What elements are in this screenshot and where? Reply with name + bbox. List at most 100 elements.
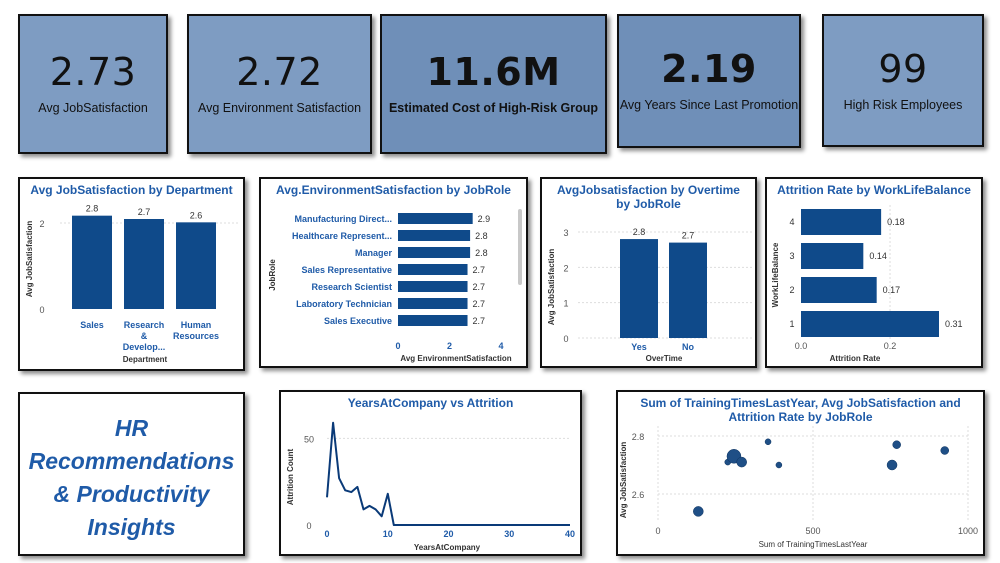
bar <box>801 243 864 269</box>
data-label: 2.8 <box>633 227 646 237</box>
kpi-card-estimated-cost[interactable]: 11.6M Estimated Cost of High-Risk Group <box>380 14 607 154</box>
scatter-point <box>940 446 949 455</box>
hr-title-line: Recommendations <box>28 448 235 474</box>
kpi-value: 99 <box>878 46 928 91</box>
data-label: 2.8 <box>475 248 488 258</box>
hr-title-line: & Productivity <box>53 481 210 507</box>
x-axis-title: OverTime <box>646 354 683 363</box>
chart-card-years-at-company-vs-attrition[interactable]: YearsAtCompany vs Attrition 50 0 Attrition… <box>279 390 582 556</box>
chart-title: YearsAtCompany vs Attrition <box>347 396 514 410</box>
y-axis-title: Avg JobSatisfaction <box>619 442 628 519</box>
y-tick-label: Manufacturing Direct... <box>294 214 392 224</box>
bar <box>398 230 471 241</box>
bar <box>398 213 473 224</box>
chart-card-environment-satisfaction-by-jobrole[interactable]: Avg.EnvironmentSatisfaction by JobRole J… <box>259 177 528 368</box>
x-tick-label: 0.0 <box>795 341 808 351</box>
data-label: 2.7 <box>138 207 151 217</box>
y-tick-label: 2 <box>39 219 44 229</box>
data-label: 2.7 <box>473 282 486 292</box>
y-tick-label: Research Scientist <box>311 282 392 292</box>
scatter-point <box>693 506 704 517</box>
chart-svg: JobRole Manufacturing Direct... 2.9 Healthc… <box>268 213 512 363</box>
kpi-card-avg-years-since-promotion[interactable]: 2.19 Avg Years Since Last Promotion <box>617 14 801 148</box>
x-axis-title: Avg EnvironmentSatisfaction <box>400 354 511 363</box>
kpi-card-avg-job-satisfaction[interactable]: 2.73 Avg JobSatisfaction <box>18 14 168 154</box>
y-tick-label: 1 <box>789 319 794 329</box>
chart-title: Avg JobSatisfaction by Department <box>30 183 233 197</box>
chart-card-attrition-by-worklifebalance[interactable]: Attrition Rate by WorkLifeBalance WorkLi… <box>765 177 983 368</box>
x-tick-label: 10 <box>383 529 393 539</box>
kpi-label: Avg Environment Satisfaction <box>197 101 362 115</box>
chart-title: Avg.EnvironmentSatisfaction by JobRole <box>276 183 511 197</box>
data-label: 0.14 <box>869 251 887 261</box>
y-tick-label: 2 <box>789 285 794 295</box>
chart-title: Sum of TrainingTimesLastYear, Avg JobSat… <box>618 396 983 424</box>
hr-recommendations-card[interactable]: HR Recommendations & Productivity Insigh… <box>18 392 245 556</box>
bar <box>398 281 468 292</box>
x-tick-label: 20 <box>443 529 453 539</box>
x-axis-title: Attrition Rate <box>830 354 881 363</box>
x-tick-label: 30 <box>504 529 514 539</box>
x-axis-title: Sum of TrainingTimesLastYear <box>759 540 868 549</box>
data-label: 2.8 <box>86 204 99 214</box>
y-tick-label: 50 <box>304 434 314 444</box>
data-label: 2.7 <box>682 231 695 241</box>
x-axis-title: YearsAtCompany <box>414 543 481 552</box>
scatter-point <box>775 461 783 469</box>
x-tick-label: 0 <box>655 526 660 536</box>
hr-title-line: Insights <box>87 514 176 540</box>
data-label: 2.7 <box>473 299 486 309</box>
chart-title: AvgJobsatisfaction by Overtime by JobRol… <box>557 183 740 211</box>
chart-svg: 3 2 1 0 Avg JobSatisfaction 2.8 Yes 2.7 No OverTi… <box>547 227 752 363</box>
y-axis-title: JobRole <box>268 259 277 291</box>
chart-card-job-satisfaction-by-overtime[interactable]: AvgJobsatisfaction by Overtime by JobRol… <box>540 177 757 368</box>
y-tick-label: 3 <box>789 251 794 261</box>
x-tick-label: Sales <box>80 320 104 330</box>
chart-title: Attrition Rate by WorkLifeBalance <box>777 183 971 197</box>
x-tick-label: Human <box>181 320 212 330</box>
bar <box>124 219 164 309</box>
y-tick-label: Manager <box>355 248 393 258</box>
x-tick-label: 0.2 <box>884 341 897 351</box>
data-label: 2.8 <box>475 231 488 241</box>
kpi-value: 11.6M <box>426 50 561 94</box>
x-tick-label: Resources <box>173 331 219 341</box>
x-tick-label: 4 <box>498 341 503 351</box>
y-tick-label: 0 <box>306 521 311 531</box>
bar <box>176 222 216 309</box>
data-label: 0.17 <box>883 285 901 295</box>
chart-title-line: Sum of TrainingTimesLastYear, Avg JobSat… <box>640 396 961 410</box>
y-tick-label: Healthcare Represent... <box>292 231 392 241</box>
scatter-point <box>892 440 901 449</box>
kpi-card-avg-environment-satisfaction[interactable]: 2.72 Avg Environment Satisfaction <box>187 14 372 154</box>
y-tick-label: 0 <box>39 305 44 315</box>
x-tick-label: Research <box>124 320 165 330</box>
x-tick-label: 0 <box>324 529 329 539</box>
kpi-label: Estimated Cost of High-Risk Group <box>388 101 599 115</box>
data-label: 2.7 <box>473 265 486 275</box>
chart-card-training-scatter[interactable]: Sum of TrainingTimesLastYear, Avg JobSat… <box>616 390 985 556</box>
data-label: 0.31 <box>945 319 963 329</box>
x-tick-label: 40 <box>565 529 575 539</box>
chart-card-job-satisfaction-by-department[interactable]: Avg JobSatisfaction by Department 2 0 Avg … <box>18 177 245 371</box>
bar <box>398 247 471 258</box>
hr-recommendations-title: HR Recommendations & Productivity Insigh… <box>20 412 243 544</box>
data-label: 2.7 <box>473 316 486 326</box>
chart-svg: 2 0 Avg JobSatisfaction 2.8 Sales 2.7 Research… <box>25 204 240 364</box>
y-tick-label: 2.8 <box>632 432 645 442</box>
x-tick-label: Yes <box>631 342 647 352</box>
scatter-point <box>736 456 747 468</box>
bar <box>398 315 468 326</box>
kpi-label: High Risk Employees <box>843 97 963 112</box>
y-tick-label: Sales Executive <box>324 316 392 326</box>
kpi-value: 2.73 <box>49 50 137 94</box>
y-tick-label: 4 <box>789 217 794 227</box>
kpi-card-high-risk-employees[interactable]: 99 High Risk Employees <box>822 14 984 147</box>
y-tick-label: 3 <box>563 228 568 238</box>
scrollbar[interactable] <box>518 209 522 285</box>
chart-svg: 2.8 2.6 Avg JobSatisfaction 0 500 1000 Sum of … <box>619 426 978 549</box>
bar <box>398 264 468 275</box>
y-axis-title: Avg JobSatisfaction <box>547 249 556 326</box>
kpi-value: 2.72 <box>236 50 323 94</box>
x-axis-title: Department <box>123 355 168 364</box>
